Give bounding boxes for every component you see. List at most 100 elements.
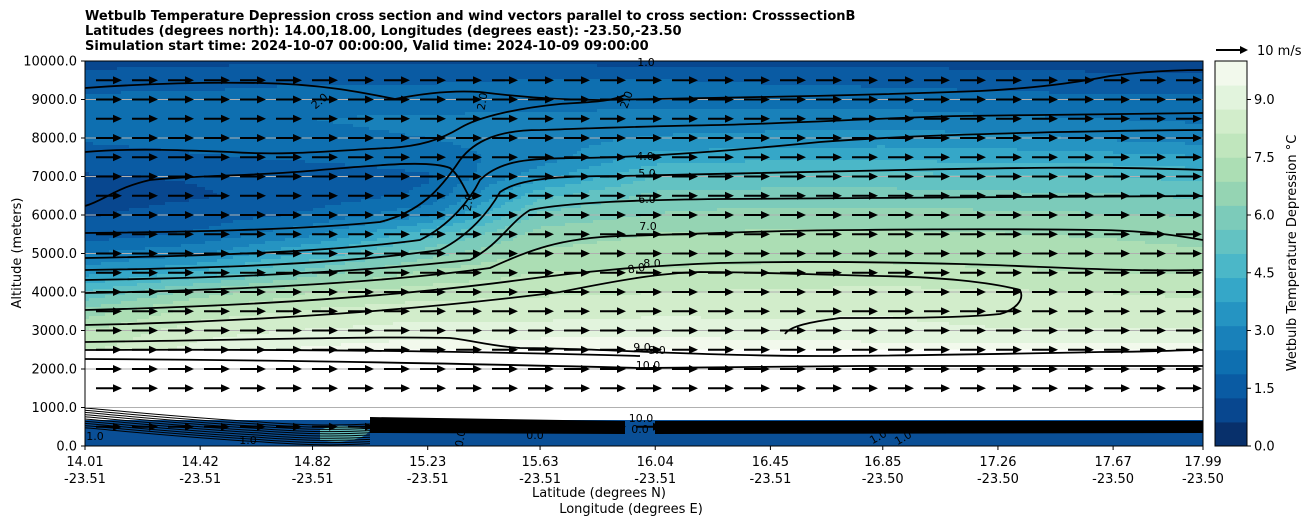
field-cell <box>1181 61 1186 65</box>
field-cell <box>445 70 450 74</box>
field-cell <box>257 61 262 65</box>
field-cell <box>917 67 922 71</box>
field-cell <box>573 67 578 71</box>
field-cell <box>313 70 318 74</box>
field-cell <box>749 70 754 74</box>
field-cell <box>373 70 378 74</box>
field-cell <box>773 61 778 65</box>
field-cell <box>677 73 682 77</box>
field-cell <box>505 61 510 65</box>
field-cell <box>705 70 710 74</box>
field-cell <box>101 73 106 77</box>
field-cell <box>101 61 106 65</box>
field-cell <box>125 73 130 77</box>
field-cell <box>213 70 218 74</box>
field-cell <box>1049 64 1054 68</box>
field-cell <box>829 61 834 65</box>
field-cell <box>377 64 382 68</box>
field-cell <box>241 73 246 77</box>
field-cell <box>929 73 934 77</box>
field-cell <box>905 67 910 71</box>
field-cell <box>457 73 462 77</box>
field-cell <box>489 67 494 71</box>
field-cell <box>1029 70 1034 74</box>
field-cell <box>413 70 418 74</box>
field-cell <box>145 73 150 77</box>
field-cell <box>777 73 782 77</box>
field-cell <box>333 67 338 71</box>
field-cell <box>141 70 146 74</box>
field-cell <box>361 61 366 65</box>
field-cell <box>153 70 158 74</box>
field-cell <box>733 61 738 65</box>
field-cell <box>1061 61 1066 65</box>
field-cell <box>797 70 802 74</box>
field-cell <box>481 70 486 74</box>
field-cell <box>793 70 798 74</box>
field-cell <box>833 70 838 74</box>
field-cell <box>905 70 910 74</box>
field-cell <box>1029 64 1034 68</box>
field-cell <box>985 61 990 65</box>
field-cell <box>949 67 954 71</box>
field-cell <box>557 61 562 65</box>
field-cell <box>113 64 118 68</box>
field-cell <box>545 64 550 68</box>
field-cell <box>1149 61 1154 65</box>
field-cell <box>117 67 122 71</box>
field-cell <box>197 67 202 71</box>
field-cell <box>685 64 690 68</box>
field-cell <box>661 67 666 71</box>
field-cell <box>649 61 654 65</box>
field-cell <box>105 70 110 74</box>
field-cell <box>1137 61 1142 65</box>
field-cell <box>801 64 806 68</box>
field-cell <box>441 64 446 68</box>
field-cell <box>429 70 434 74</box>
field-cell <box>545 67 550 71</box>
field-cell <box>305 73 310 77</box>
field-cell <box>1073 70 1078 74</box>
field-cell <box>1061 67 1066 71</box>
field-cell <box>981 67 986 71</box>
field-cell <box>789 67 794 71</box>
field-cell <box>1081 64 1086 68</box>
field-cell <box>777 67 782 71</box>
field-cell <box>93 61 98 65</box>
field-cell <box>145 64 150 68</box>
field-cell <box>1117 70 1122 74</box>
field-cell <box>269 64 274 68</box>
field-cell <box>509 64 514 68</box>
field-cell <box>573 64 578 68</box>
field-cell <box>537 70 542 74</box>
field-cell <box>1157 67 1162 71</box>
field-cell <box>357 67 362 71</box>
field-cell <box>317 70 322 74</box>
field-cell <box>193 64 198 68</box>
field-cell <box>1057 64 1062 68</box>
field-cell <box>1025 70 1030 74</box>
field-cell <box>893 61 898 65</box>
field-cell <box>649 64 654 68</box>
field-cell <box>1093 70 1098 74</box>
field-cell <box>277 64 282 68</box>
field-cell <box>749 64 754 68</box>
field-cell <box>261 61 266 65</box>
field-cell <box>1013 61 1018 65</box>
field-cell <box>825 73 830 77</box>
field-cell <box>909 67 914 71</box>
field-cell <box>85 70 90 74</box>
field-cell <box>421 73 426 77</box>
field-cell <box>533 73 538 77</box>
field-cell <box>373 64 378 68</box>
field-cell <box>145 67 150 71</box>
field-cell <box>617 61 622 65</box>
field-cell <box>977 70 982 74</box>
field-cell <box>845 70 850 74</box>
field-cell <box>833 67 838 71</box>
field-cell <box>585 67 590 71</box>
field-cell <box>341 67 346 71</box>
field-cell <box>745 64 750 68</box>
field-cell <box>905 64 910 68</box>
field-cell <box>757 73 762 77</box>
